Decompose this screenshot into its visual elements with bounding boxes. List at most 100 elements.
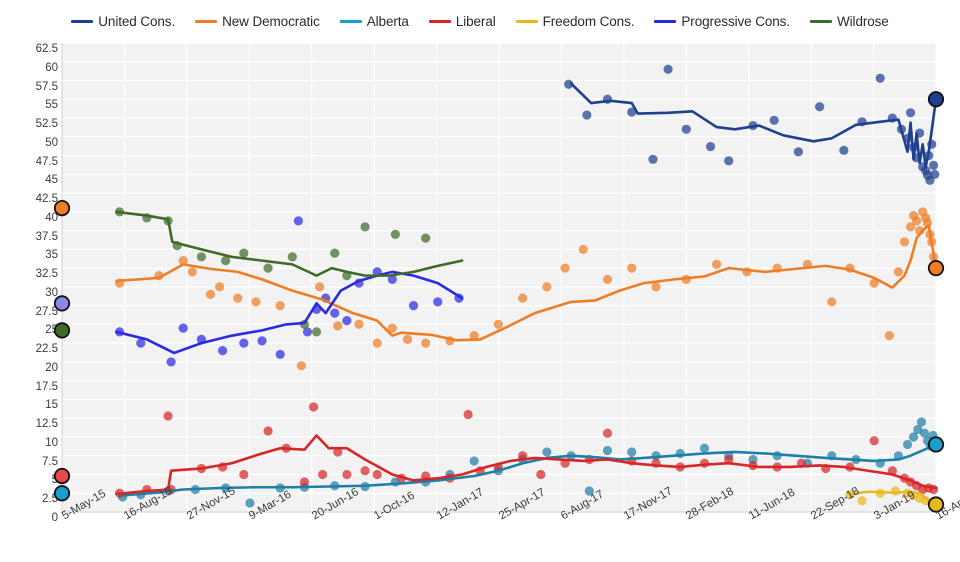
scatter-point [387,323,397,333]
legend-item-freedom-cons[interactable]: Freedom Cons. [515,13,635,29]
scatter-point [627,107,637,117]
scatter-point [651,282,661,292]
scatter-point [342,316,352,326]
scatter-point [930,169,940,179]
scatter-point [178,256,188,266]
scatter-point [360,222,370,232]
trend-line-united-cons [569,82,938,169]
scatter-point [178,323,188,333]
election-result-marker-freedom-cons [927,496,945,513]
y-tick-label: 37.5 [35,230,58,243]
chart-legend: United Cons. New Democratic Alberta Liberal… [0,8,960,34]
election-result-marker-progressive-cons [53,295,71,312]
legend-swatch-icon [515,19,538,23]
y-tick-label: 27.5 [35,305,58,318]
scatter-point [166,357,176,367]
y-tick-label: 5 [51,474,58,487]
scatter-point [928,160,939,170]
scatter-point [769,115,779,125]
scatter-point [330,248,340,258]
scatter-point [214,282,225,292]
x-axis-tick-labels: 5-May-15 16-Aug-15 27-Nov-15 9-Mar-16 20-Jun… [0,485,960,562]
legend-swatch-icon [428,19,451,23]
scatter-point [239,338,249,348]
y-tick-label: 60 [45,61,58,74]
scatter-point [251,297,261,307]
legend-swatch-icon [195,19,218,23]
scatter-point [627,447,637,457]
scatter-point [916,417,927,427]
y-tick-label: 47.5 [35,155,58,168]
scatter-point [293,216,303,226]
scatter-point [372,469,382,480]
y-tick-label: 17.5 [35,380,58,393]
y-tick-label: 15 [45,399,58,412]
scatter-point [648,154,658,164]
election-result-marker-alberta [53,485,71,502]
legend-swatch-icon [810,19,832,23]
scatter-point [602,428,613,438]
scatter-point [663,64,673,74]
y-tick-label: 2.5 [42,493,58,506]
scatter-point [902,439,913,450]
trend-line-liberal [115,434,938,496]
scatter-point [560,263,570,273]
scatter-point [296,361,307,371]
election-result-marker-new-democratic [53,199,71,217]
election-result-marker-united-cons [927,91,945,108]
scatter-point [602,274,613,284]
scatter-point [311,327,322,337]
scatter-point [884,331,894,341]
legend-item-wildrose[interactable]: Wildrose [810,14,889,29]
y-tick-label: 40 [45,211,58,224]
trend-line-freedom-cons [848,490,938,506]
scatter-point [827,297,837,307]
election-result-marker-new-democratic [927,260,945,277]
scatter-point [333,447,343,457]
legend-item-united-cons[interactable]: United Cons. [71,14,175,29]
scatter-point [724,454,734,465]
scatter-group-new-democratic [114,207,940,371]
scatter-point [518,293,528,303]
y-tick-label: 45 [45,174,58,187]
scatter-point [899,237,910,247]
scatter-point [857,496,867,506]
legend-label: United Cons. [98,13,176,29]
legend-item-liberal[interactable]: Liberal [428,14,496,29]
scatter-point [815,102,825,112]
scatter-point [912,216,922,226]
scatter-point [908,432,919,442]
scatter-point [308,402,319,412]
scatter-point [564,79,574,89]
scatter-point [711,259,722,269]
scatter-point [542,447,552,457]
scatter-point [869,278,879,288]
scatter-point [163,411,173,421]
scatter-point [275,301,285,311]
legend-label: Freedom Cons. [542,13,635,29]
scatter-point [263,263,273,273]
legend-label: Wildrose [837,13,889,29]
y-tick-label: 20 [45,361,58,374]
legend-item-new-democratic[interactable]: New Democratic [195,14,320,29]
y-tick-label: 42.5 [35,193,58,206]
legend-item-progressive-cons[interactable]: Progressive Cons. [654,14,790,29]
legend-item-alberta[interactable]: Alberta [339,14,409,29]
scatter-point [221,256,231,266]
scatter-point [890,486,900,496]
scatter-point [372,338,382,348]
scatter-point [542,282,552,292]
scatter-point [314,282,325,292]
trend-line-alberta [121,443,938,497]
y-tick-label: 10 [45,436,58,449]
scatter-point [724,156,734,166]
y-tick-label: 55 [45,99,58,112]
scatter-point [233,293,243,303]
scatter-point [239,248,249,258]
y-tick-label: 30 [45,286,58,299]
y-tick-label: 32.5 [35,268,58,281]
scatter-point [839,145,849,155]
scatter-point [299,477,310,487]
scatter-point [136,338,146,348]
scatter-point [263,426,273,436]
